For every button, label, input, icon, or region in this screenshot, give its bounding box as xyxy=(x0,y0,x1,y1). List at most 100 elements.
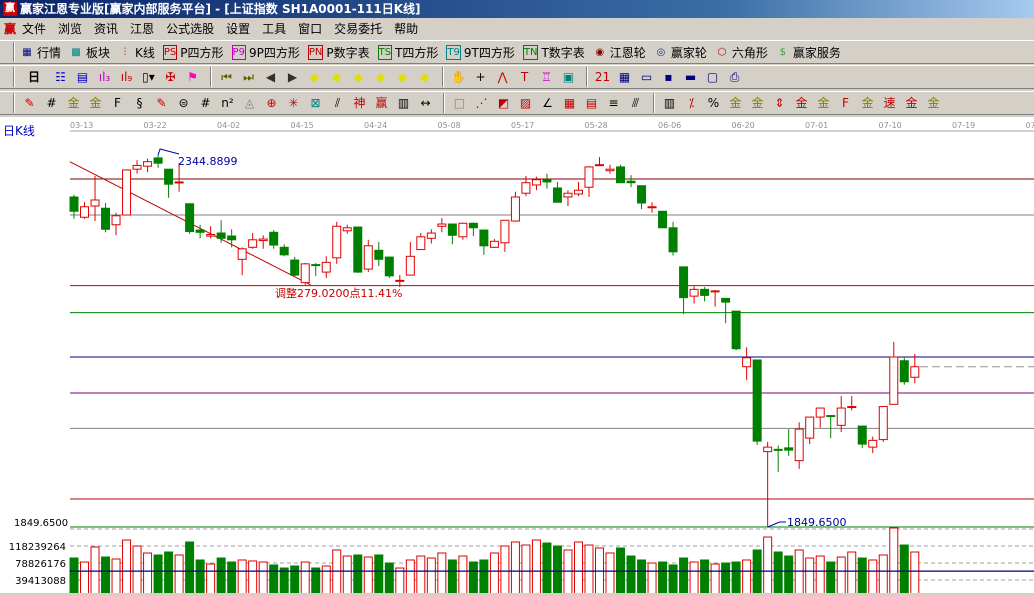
left-icon[interactable]: ◀ xyxy=(261,68,280,87)
zoom-all-icon[interactable]: ◆ xyxy=(393,68,412,87)
menu-0[interactable]: 文件 xyxy=(22,22,46,36)
period-dropdown[interactable]: 日 xyxy=(20,68,48,87)
shen-icon[interactable]: 神 xyxy=(350,94,369,113)
toolbar-button-quote-table[interactable]: ▦行情 xyxy=(20,44,61,61)
volume-bar xyxy=(585,545,593,593)
toolbar-button-candlestick[interactable]: ⫶K线 xyxy=(118,44,155,61)
bar-arrow-icon[interactable]: ⇕ xyxy=(770,94,789,113)
fib-icon[interactable]: F xyxy=(108,94,127,113)
toolbar-button-dollar[interactable]: $赢家服务 xyxy=(776,44,841,61)
clipboard-icon[interactable]: ▤ xyxy=(73,68,92,87)
zoom-v-icon[interactable]: ◆ xyxy=(415,68,434,87)
window-icon[interactable]: ▢ xyxy=(703,68,722,87)
gold9-icon[interactable]: 金 xyxy=(924,94,943,113)
menu-4[interactable]: 公式选股 xyxy=(166,22,214,36)
percent-slash-icon[interactable]: ⁒ xyxy=(682,94,701,113)
grid-lines-icon[interactable]: # xyxy=(42,94,61,113)
gold8-icon[interactable]: 金 xyxy=(902,94,921,113)
angle-icon[interactable]: ⫽ xyxy=(328,94,347,113)
hand-icon[interactable]: ✋ xyxy=(449,68,468,87)
triangle-icon[interactable]: ◬ xyxy=(240,94,259,113)
ruler-icon[interactable]: ▥ xyxy=(394,94,413,113)
line-tool-icon[interactable]: ⋀ xyxy=(493,68,512,87)
grid-box-icon[interactable]: ▦ xyxy=(560,94,579,113)
toolbar-button-sector-grid[interactable]: ▩板块 xyxy=(69,44,110,61)
circle-ruler-icon[interactable]: ⊜ xyxy=(174,94,193,113)
chart9-icon[interactable]: ıl₉ xyxy=(117,68,136,87)
angle2-icon[interactable]: ∠ xyxy=(538,94,557,113)
gold-icon[interactable]: 金 xyxy=(64,94,83,113)
last-icon[interactable]: ⏭ xyxy=(239,68,258,87)
star-icon[interactable]: ✳ xyxy=(284,94,303,113)
table-icon[interactable]: ▥ xyxy=(660,94,679,113)
flag-icon[interactable]: ⚑ xyxy=(183,68,202,87)
monitor-icon[interactable]: ▭ xyxy=(637,68,656,87)
gold5-icon[interactable]: 金 xyxy=(792,94,811,113)
toolbar-button-gann-wheel[interactable]: ◉江恩轮 xyxy=(593,44,646,61)
box2-icon[interactable]: ▤ xyxy=(582,94,601,113)
zoom-h-icon[interactable]: ◆ xyxy=(349,68,368,87)
menu-2[interactable]: 资讯 xyxy=(94,22,118,36)
first-icon[interactable]: ⏮ xyxy=(217,68,236,87)
shrink-h-icon[interactable]: ◆ xyxy=(371,68,390,87)
toolbar-button-winner-wheel[interactable]: ◎赢家轮 xyxy=(654,44,707,61)
pen2-icon[interactable]: ✎ xyxy=(152,94,171,113)
gold4-icon[interactable]: 金 xyxy=(748,94,767,113)
gold2-icon[interactable]: 金 xyxy=(86,94,105,113)
menu-5[interactable]: 设置 xyxy=(226,22,250,36)
crosshair-icon[interactable]: + xyxy=(471,68,490,87)
print-icon[interactable]: ⎙ xyxy=(725,68,744,87)
calc-icon[interactable]: ▦ xyxy=(615,68,634,87)
gold3-icon[interactable]: 金 xyxy=(726,94,745,113)
menu-1[interactable]: 浏览 xyxy=(58,22,82,36)
menu-bar: 赢文件浏览资讯江恩公式选股设置工具窗口交易委托帮助 xyxy=(0,19,1034,39)
ying-icon[interactable]: 赢 xyxy=(372,94,391,113)
gold6-icon[interactable]: 金 xyxy=(814,94,833,113)
fan-icon[interactable]: ⋰ xyxy=(472,94,491,113)
fan-box-icon[interactable]: ◩ xyxy=(494,94,513,113)
toolbar-button-hexagon[interactable]: ⬡六角形 xyxy=(715,44,768,61)
menu-7[interactable]: 窗口 xyxy=(298,22,322,36)
menu-8[interactable]: 交易委托 xyxy=(334,22,382,36)
speed-icon[interactable]: 速 xyxy=(880,94,899,113)
volume-bar xyxy=(890,528,898,593)
truck-icon[interactable]: ▬ xyxy=(681,68,700,87)
menu-6[interactable]: 工具 xyxy=(262,22,286,36)
percent-icon[interactable]: % xyxy=(704,94,723,113)
candle-type-icon[interactable]: ▯▾ xyxy=(139,68,158,87)
chart3-icon[interactable]: ıl₃ xyxy=(95,68,114,87)
fib2-icon[interactable]: F xyxy=(836,94,855,113)
box-icon[interactable]: □ xyxy=(450,94,469,113)
lines-icon[interactable]: ≡ xyxy=(604,94,623,113)
right-icon[interactable]: ▶ xyxy=(283,68,302,87)
move-right-icon[interactable]: ◆ xyxy=(327,68,346,87)
hatch-icon[interactable]: ▨ xyxy=(516,94,535,113)
menu-3[interactable]: 江恩 xyxy=(130,22,154,36)
slash-icon[interactable]: ⫻ xyxy=(626,94,645,113)
menu-9[interactable]: 帮助 xyxy=(394,22,418,36)
gold7-icon[interactable]: 金 xyxy=(858,94,877,113)
parallel-icon[interactable]: # xyxy=(196,94,215,113)
target-icon[interactable]: ⊕ xyxy=(262,94,281,113)
spiral-icon[interactable]: § xyxy=(130,94,149,113)
save-icon[interactable]: ▪ xyxy=(659,68,678,87)
network-icon[interactable]: ☷ xyxy=(51,68,70,87)
text-tool-icon[interactable]: T xyxy=(515,68,534,87)
web-icon[interactable]: ⊠ xyxy=(306,94,325,113)
pen-icon[interactable]: ✎ xyxy=(20,94,39,113)
shirt-icon[interactable]: ♖ xyxy=(537,68,556,87)
move-left-icon[interactable]: ◆ xyxy=(305,68,324,87)
pattern-icon[interactable]: ✠ xyxy=(161,68,180,87)
width-icon[interactable]: ↔ xyxy=(416,94,435,113)
calendar-icon[interactable]: 21 xyxy=(593,68,612,87)
db-icon[interactable]: ▣ xyxy=(559,68,578,87)
n2-icon[interactable]: n² xyxy=(218,94,237,113)
